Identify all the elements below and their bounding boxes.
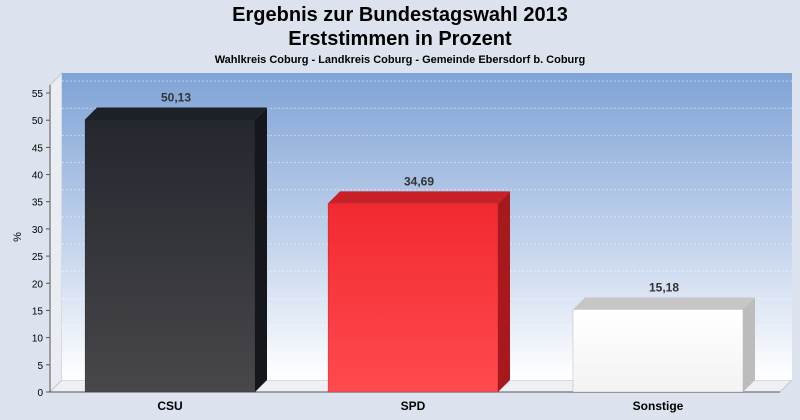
bar-top-csu	[85, 107, 267, 120]
bar-spd	[327, 203, 499, 393]
side-wall	[49, 71, 63, 394]
y-tick-label: 30	[32, 225, 44, 236]
data-label-csu: 50,13	[161, 90, 191, 104]
y-tick-label: 5	[37, 361, 43, 372]
gridline-side	[49, 270, 63, 284]
y-tick-label: 25	[32, 252, 44, 263]
data-label-spd: 34,69	[404, 174, 434, 188]
y-tick-label: 35	[32, 198, 44, 209]
gridline-side	[49, 243, 63, 257]
bar-sonstige	[572, 309, 744, 393]
x-tick-label-csu: CSU	[157, 399, 182, 413]
bar-top-spd	[328, 191, 510, 204]
bar-csu	[84, 119, 256, 393]
gridline-side	[49, 325, 63, 338]
y-tick-label: 55	[32, 89, 44, 100]
chart-area-subtitle: Wahlkreis Coburg - Landkreis Coburg - Ge…	[214, 54, 586, 66]
gridline-side	[49, 162, 63, 175]
chart-subtitle: Erststimmen in Prozent	[288, 28, 512, 50]
gridline-side	[49, 107, 63, 121]
y-tick-label: 20	[32, 279, 44, 290]
gridline-side	[49, 189, 63, 203]
x-tick-label-sonstige: Sonstige	[633, 399, 684, 413]
gridline-side	[49, 135, 63, 148]
bar-side-sonstige	[743, 297, 755, 392]
bar-top-sonstige	[573, 297, 755, 310]
bar-side-csu	[255, 107, 267, 392]
y-tick-label: 0	[37, 388, 43, 399]
y-axis-label: %	[12, 232, 24, 242]
gridline-side	[49, 80, 63, 94]
x-tick-label-spd: SPD	[401, 399, 426, 413]
chart-title: Ergebnis zur Bundestagswahl 2013	[232, 4, 568, 26]
y-tick-label: 45	[32, 143, 44, 154]
y-tick-label: 40	[32, 171, 44, 182]
gridline-side	[49, 298, 63, 311]
gridline-side	[49, 216, 63, 230]
y-tick-label: 15	[32, 306, 44, 317]
y-tick-label: 50	[32, 116, 44, 127]
data-label-sonstige: 15,18	[649, 280, 679, 294]
gridline-side	[49, 352, 63, 366]
y-tick-label: 10	[32, 334, 44, 345]
bar-side-spd	[498, 191, 510, 392]
